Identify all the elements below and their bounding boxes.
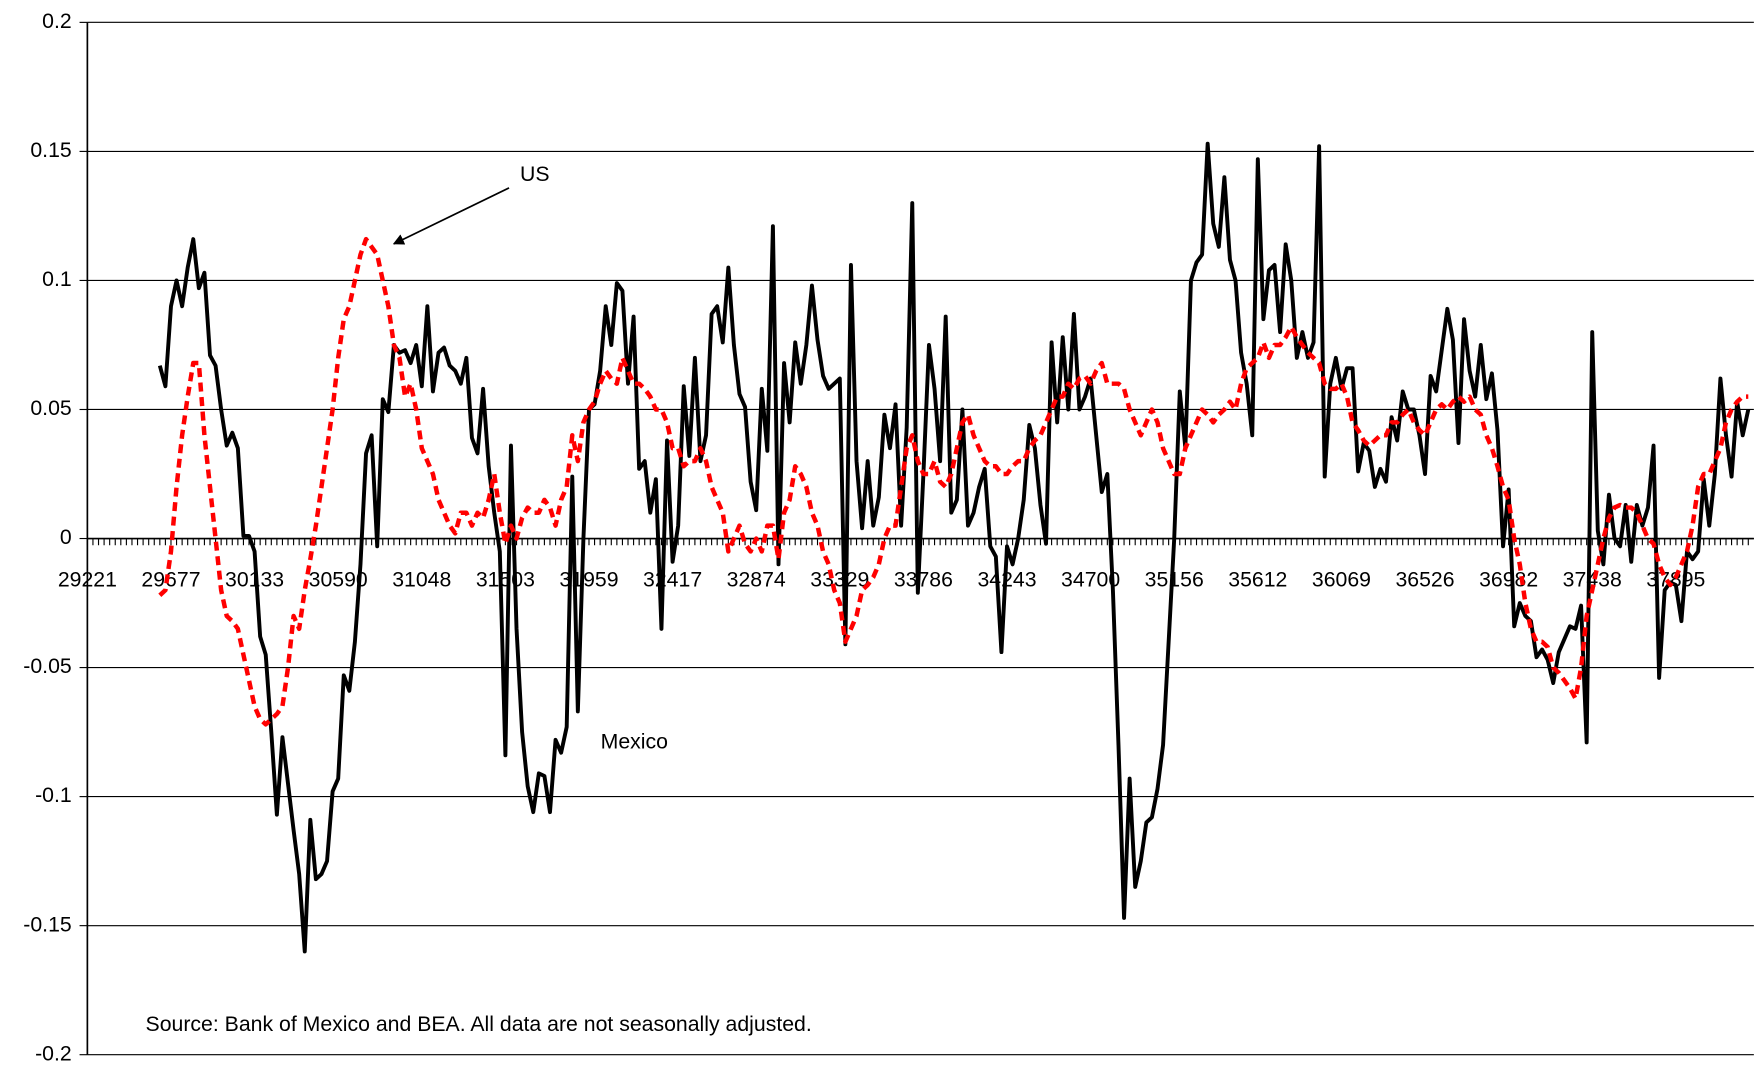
y-tick-label: -0.2 — [35, 1041, 72, 1065]
series-line — [158, 236, 1749, 727]
y-tick-label: 0.15 — [30, 138, 71, 162]
x-tick-label: 31048 — [392, 568, 451, 592]
x-tick-label: 36526 — [1395, 568, 1454, 592]
y-tick-label: 0.2 — [42, 9, 72, 33]
source-note: Source: Bank of Mexico and BEA. All data… — [146, 1012, 812, 1036]
x-tick-label: 36982 — [1479, 568, 1538, 592]
y-tick-label: 0 — [60, 525, 72, 549]
series-line — [157, 141, 1751, 954]
x-tick-label: 32417 — [643, 568, 702, 592]
x-tick-label: 29677 — [141, 568, 200, 592]
x-tick-label: 32874 — [727, 568, 786, 592]
x-tick-label: 35612 — [1228, 568, 1287, 592]
x-tick-label: 33329 — [810, 568, 869, 592]
grid: -0.2 -0.15 -0.1 -0.05 0 0.05 0.1 0.15 0.2 29221 29… — [23, 9, 1754, 1065]
series-label: US — [520, 162, 550, 186]
y-tick-label: -0.15 — [23, 912, 71, 936]
y-tick-label: 0.1 — [42, 267, 72, 291]
x-tick-label: 33786 — [894, 568, 953, 592]
plot — [157, 141, 1751, 954]
x-tick-label: 31503 — [476, 568, 535, 592]
y-tick-label: 0.05 — [30, 396, 71, 420]
y-tick-label: -0.05 — [23, 654, 71, 678]
x-tick-label: 29221 — [58, 568, 117, 592]
x-tick-label: 36069 — [1312, 568, 1371, 592]
annotation-arrow — [392, 187, 510, 245]
y-tick-label: -0.1 — [35, 783, 72, 807]
series-label: Mexico — [601, 729, 668, 753]
